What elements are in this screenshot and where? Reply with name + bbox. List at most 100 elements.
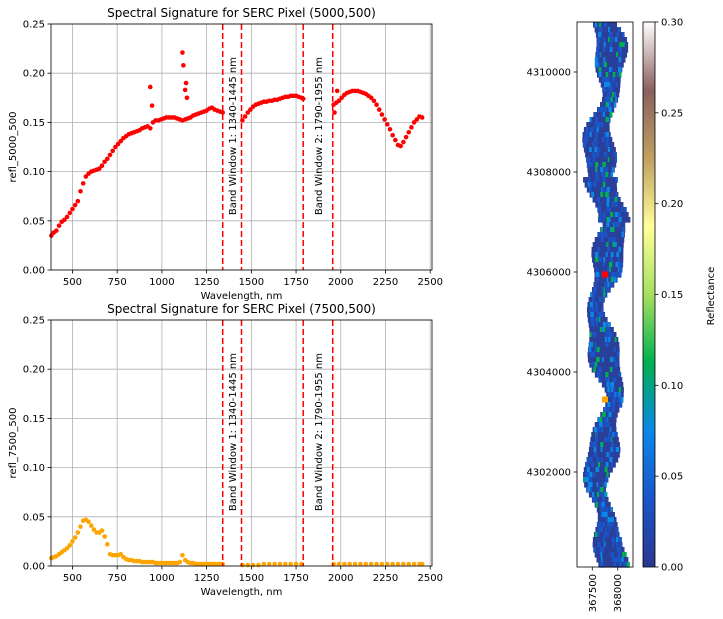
top-data-point <box>336 98 342 104</box>
map-strip-cell <box>605 142 609 148</box>
map-strip-cell <box>611 442 614 448</box>
map-strip-cell <box>613 222 617 228</box>
map-strip-cell <box>597 52 601 58</box>
map-strip-cell <box>593 532 620 538</box>
map-strip-cell <box>612 387 615 393</box>
map-strip-cell <box>609 437 612 443</box>
map-strip-cell <box>593 472 596 478</box>
map-strip-cell <box>600 192 604 198</box>
map-strip-cell <box>589 182 593 188</box>
map-strip-cell <box>612 402 616 408</box>
top-data-point <box>62 217 67 223</box>
map-strip-cell <box>596 72 622 78</box>
map-strip-cell <box>604 492 607 498</box>
map-strip-cell <box>596 522 600 528</box>
bottom-data-point <box>118 551 124 557</box>
map-strip-cell <box>582 137 613 143</box>
map-strip-cell <box>598 212 629 218</box>
map-strip-cell <box>604 467 608 473</box>
map-strip-cell <box>594 362 598 368</box>
map-strip-cell <box>606 472 609 478</box>
map-strip-cell <box>609 427 612 433</box>
map-strip-cell <box>600 557 603 563</box>
map-strip-cell <box>604 97 608 103</box>
map-strip-cell <box>604 322 607 328</box>
map-strip-cell <box>606 337 609 343</box>
map-strip-cell <box>608 452 611 458</box>
map-strip-cell <box>597 417 600 423</box>
map-strip-cell <box>603 502 606 508</box>
map-strip-cell <box>594 137 598 143</box>
map-xtick-label: 368000 <box>613 574 624 612</box>
map-strip-cell <box>611 237 614 243</box>
map-strip-cell <box>596 57 599 63</box>
top-data-point <box>411 120 417 125</box>
top-data-point <box>70 206 75 212</box>
map-strip-cell <box>605 407 608 413</box>
map-strip-cell <box>589 442 620 448</box>
map-strip-cell <box>594 252 599 258</box>
top-plot-frame <box>50 23 433 271</box>
map-strip-cell <box>601 547 604 553</box>
top-ytick-label: 0.15 <box>23 118 45 129</box>
map-strip-cell <box>609 42 613 48</box>
map-ytick-label: 4310000 <box>526 68 571 79</box>
map-strip-cell <box>591 432 618 438</box>
map-strip-cell <box>615 177 618 183</box>
map-strip-cell <box>596 47 600 53</box>
map-strip-cell <box>587 162 590 168</box>
map-strip-cell <box>588 447 621 453</box>
map-strip-cell <box>608 107 612 113</box>
map-strip-cell <box>602 62 604 68</box>
map-strip-cell <box>601 187 605 193</box>
map-strip-cell <box>611 77 615 83</box>
bottom-data-point <box>177 559 183 565</box>
map-strip-cell <box>583 177 618 183</box>
map-strip-cell <box>601 507 603 513</box>
top-xtick-label: 2500 <box>417 277 442 288</box>
map-strip-cell <box>592 352 595 358</box>
top-ytick-label: 0.00 <box>23 266 45 277</box>
top-data-point <box>147 84 153 90</box>
map-strip-cell <box>607 322 610 328</box>
map-strip-cell <box>618 247 622 253</box>
map-strip-cell <box>600 212 603 218</box>
map-strip-cell <box>595 267 598 273</box>
bottom-data-point <box>352 561 358 567</box>
map-strip-cell <box>592 142 595 148</box>
bottom-xtick-label: 750 <box>108 573 127 584</box>
map-strip-cell <box>609 267 612 273</box>
top-data-point <box>403 134 409 140</box>
map-strip-cell <box>605 512 608 518</box>
map-strip-cell <box>603 62 607 68</box>
map-strip-cell <box>596 357 600 363</box>
map-strip-cell <box>589 127 593 133</box>
top-data-point <box>147 126 153 131</box>
top-ytick-label: 0.05 <box>23 216 45 227</box>
map-strip-cell <box>594 22 598 28</box>
map-strip-cell <box>603 327 606 333</box>
map-strip-cell <box>602 512 606 518</box>
map-strip-cell <box>600 552 603 558</box>
top-data-point <box>182 87 188 93</box>
map-strip-cell <box>588 297 605 303</box>
map-strip-cell <box>602 262 605 268</box>
map-strip-cell <box>614 272 618 278</box>
map-strip-cell <box>602 537 604 543</box>
map-strip-cell <box>595 172 599 178</box>
bottom-data-point <box>86 519 91 525</box>
map-strip-cell <box>614 432 618 438</box>
map-strip-cell <box>614 212 619 218</box>
map-strip-cell <box>584 477 588 483</box>
map-strip-cell <box>602 497 604 503</box>
map-strip-cell <box>589 132 592 138</box>
map-strip-cell <box>606 92 609 98</box>
top-data-point <box>387 126 393 132</box>
map-strip-cell <box>592 427 617 433</box>
map-strip-cell <box>599 527 604 533</box>
map-strip-cell <box>605 132 609 138</box>
map-strip-cell <box>606 217 610 223</box>
map-strip-cell <box>598 67 602 73</box>
map-strip-cell <box>598 202 601 208</box>
colorbar-label: Reflectance <box>706 267 717 326</box>
